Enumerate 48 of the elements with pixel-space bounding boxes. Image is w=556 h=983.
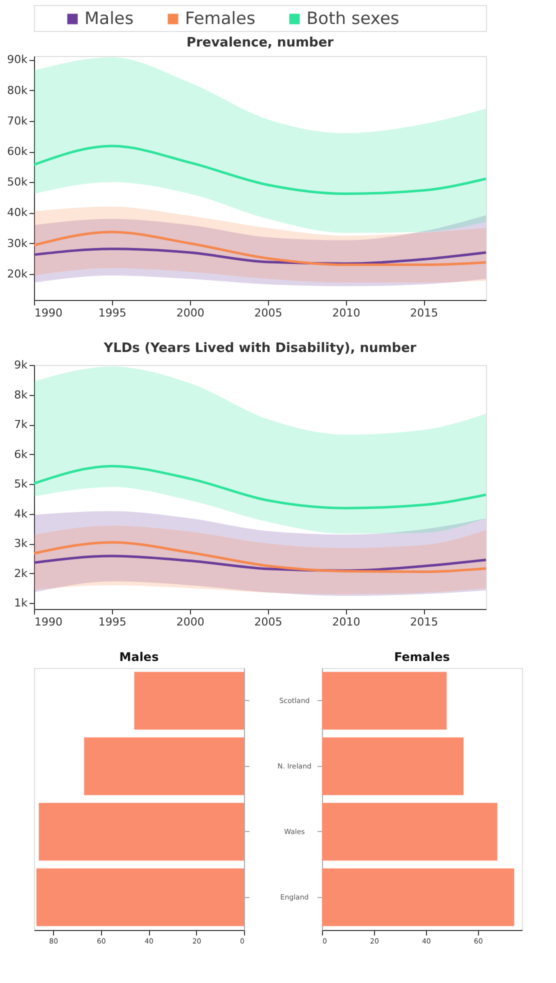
x-tick-label: 2000 — [176, 306, 204, 320]
legend-label: Males — [84, 9, 134, 29]
y-tick-label: 50k — [7, 176, 28, 189]
y-tick-label: 6k — [14, 448, 28, 461]
bar — [322, 672, 447, 730]
x-tick-label: 2015 — [410, 616, 438, 628]
chart-title: Prevalence, number — [186, 36, 334, 51]
y-tick-label: 60k — [7, 145, 28, 158]
x-tick-label: 1990 — [34, 616, 62, 628]
bar — [84, 737, 244, 796]
x-tick-label: 2000 — [176, 616, 204, 628]
bar — [322, 802, 498, 861]
x-tick-label: 1995 — [98, 306, 126, 320]
y-tick-label: 4k — [14, 507, 28, 520]
x-tick-label: 2005 — [254, 616, 282, 628]
y-tick-label: 3k — [14, 537, 28, 550]
y-tick-label: 5k — [14, 478, 28, 491]
y-tick-label: 90k — [7, 53, 28, 66]
bar — [322, 737, 464, 796]
line-series — [32, 230, 488, 266]
line-series — [32, 144, 488, 196]
bar — [36, 868, 244, 926]
chart-title: Females — [394, 650, 450, 664]
chart-title: Males — [119, 650, 159, 664]
line-series — [32, 541, 488, 574]
bar — [134, 672, 244, 730]
legend-label: Both sexes — [306, 9, 400, 29]
legend-label: Females — [185, 9, 256, 29]
y-tick-label: 8k — [14, 388, 28, 402]
y-tick-label: 2k — [14, 566, 28, 580]
y-tick-label: 40k — [7, 206, 28, 220]
y-tick-label: 70k — [7, 114, 28, 128]
x-tick-label: 2015 — [410, 306, 438, 320]
bar — [322, 868, 514, 926]
y-tick-label: 30k — [7, 236, 28, 250]
y-tick-label: 9k — [14, 358, 28, 372]
chart-title: YLDs (Years Lived with Disability), number — [102, 341, 417, 356]
bar — [38, 802, 244, 861]
x-tick-label: 2010 — [332, 616, 360, 628]
x-tick-label: 2010 — [332, 306, 360, 320]
x-tick-label: 2005 — [254, 306, 282, 320]
y-tick-label: 20k — [7, 267, 28, 280]
y-tick-label: 1k — [14, 596, 28, 610]
y-tick-label: 7k — [14, 418, 28, 432]
x-tick-label: 1995 — [98, 616, 126, 628]
x-tick-label: 1990 — [34, 306, 62, 320]
y-tick-label: 80k — [7, 84, 28, 97]
line-series — [32, 464, 488, 510]
